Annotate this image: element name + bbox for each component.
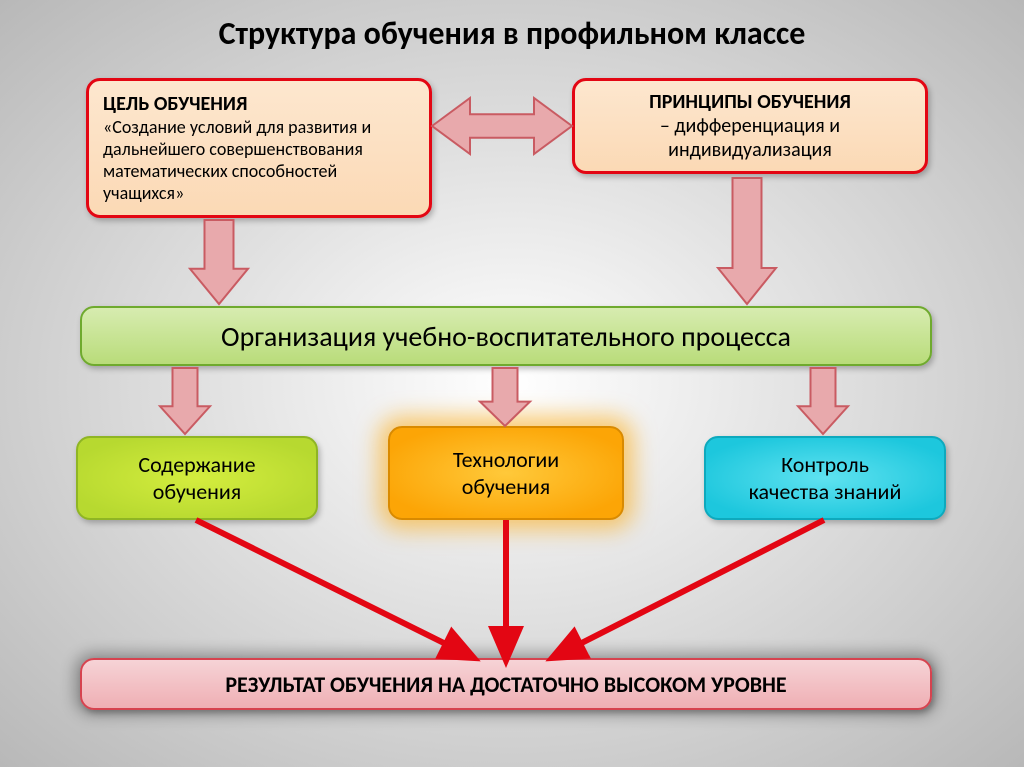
red-arrows bbox=[0, 0, 1024, 767]
